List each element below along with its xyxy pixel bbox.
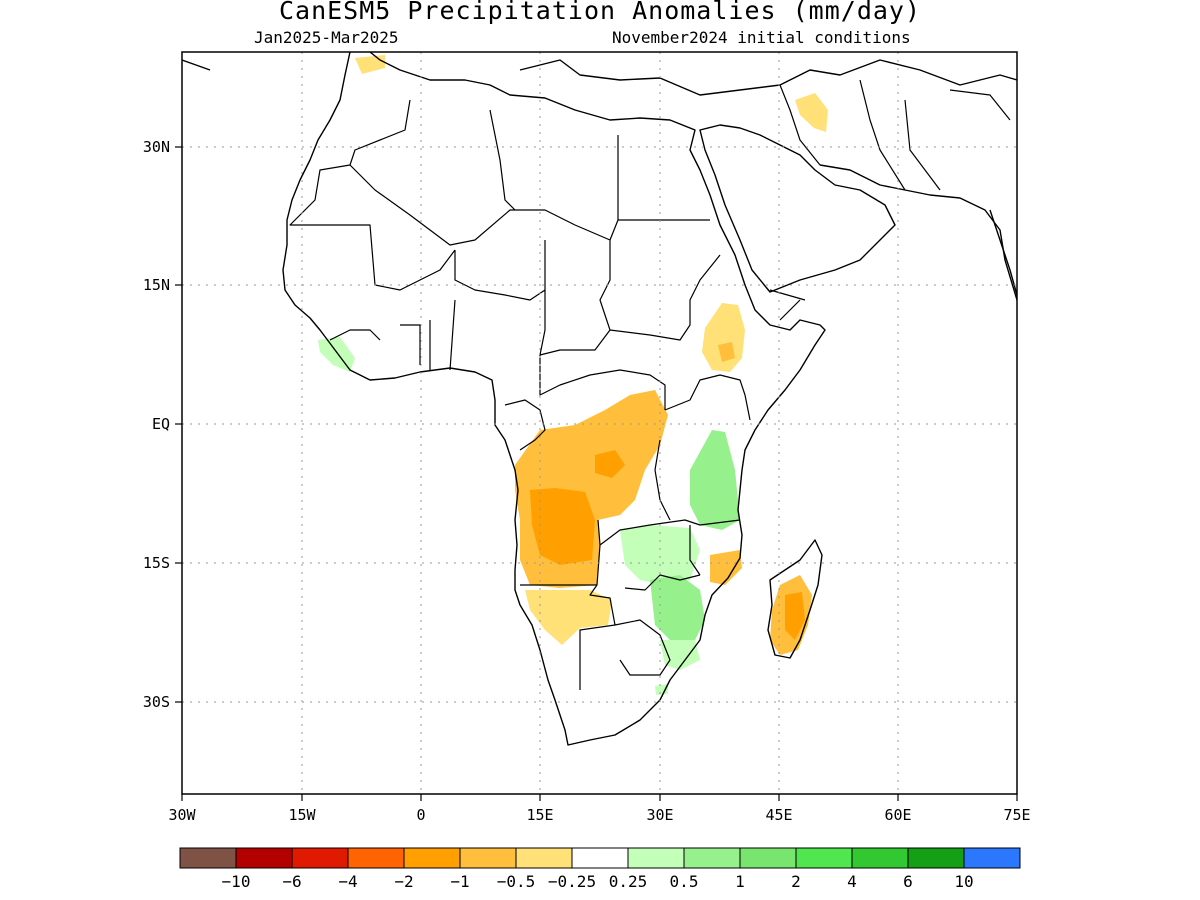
colorbar-swatch	[795, 847, 853, 869]
lon-label: 60E	[884, 806, 911, 824]
lat-label: 15N	[143, 276, 170, 294]
madagascar-coastline	[767, 539, 823, 659]
colorbar-swatch	[851, 847, 909, 869]
persia-coastline	[819, 164, 1017, 301]
colorbar-label: −2	[394, 872, 413, 891]
colorbar-swatch	[963, 847, 1021, 869]
coastlines-borders	[182, 52, 1017, 746]
colorbar-swatch	[515, 847, 573, 869]
initial-conditions-label: November2024 initial conditions	[612, 28, 911, 47]
colorbar-label: 4	[847, 872, 857, 891]
colorbar-swatch	[291, 847, 349, 869]
anomaly-zambia	[620, 525, 700, 585]
lon-label: 15E	[526, 806, 553, 824]
colorbar-swatch	[459, 847, 517, 869]
lat-label: 30S	[143, 693, 170, 711]
colorbar-swatch	[179, 847, 237, 869]
anomaly-west-africa	[318, 337, 355, 372]
anomaly-morocco	[355, 55, 385, 74]
anomaly-drc-core	[595, 450, 625, 478]
colorbar-label: −4	[338, 872, 357, 891]
anomaly-madagascar-core	[785, 592, 805, 640]
lat-label: 15S	[143, 554, 170, 572]
colorbar-swatch	[571, 847, 629, 869]
anomaly-namibia-botswana	[525, 590, 612, 645]
colorbar-label: 1	[735, 872, 745, 891]
grid-lines	[182, 52, 1017, 794]
lat-label: 30N	[143, 138, 170, 156]
colorbar-label: −0.25	[548, 872, 596, 891]
anomaly-zimbabwe	[650, 575, 705, 640]
colorbar-swatch	[627, 847, 685, 869]
asia-borders	[779, 79, 1011, 191]
europe-coastline	[182, 59, 1017, 96]
period-label: Jan2025-Mar2025	[254, 28, 399, 47]
country-borders	[289, 99, 806, 690]
lon-label: 45E	[765, 806, 792, 824]
colorbar-swatch	[683, 847, 741, 869]
colorbar-label: 6	[903, 872, 913, 891]
colorbar-label: 2	[791, 872, 801, 891]
lat-labels: 30N 15N EQ 15S 30S	[143, 138, 170, 711]
map-title: CanESM5 Precipitation Anomalies (mm/day)	[278, 0, 922, 25]
colorbar-swatch	[739, 847, 797, 869]
colorbar-label: −1	[450, 872, 469, 891]
colorbar-label: −10	[222, 872, 251, 891]
lon-label: 0	[416, 806, 425, 824]
colorbar-label: −0.5	[497, 872, 536, 891]
lon-label: 15W	[288, 806, 316, 824]
lon-labels: 30W 15W 0 15E 30E 45E 60E 75E	[168, 806, 1030, 824]
anomaly-zimbabwe-light	[660, 640, 700, 670]
lat-label: EQ	[152, 415, 170, 433]
anomaly-ethiopia-core	[718, 342, 735, 362]
colorbar: −10 −6 −4 −2 −1 −0.5 −0.25 0.25 0.5 1 2 4 6 10	[179, 847, 1021, 891]
lon-label: 30E	[646, 806, 673, 824]
map-frame	[181, 51, 1018, 795]
anomaly-angola-core	[530, 488, 595, 565]
anomaly-iraq	[795, 93, 828, 132]
colorbar-swatch	[347, 847, 405, 869]
colorbar-label: 0.5	[670, 872, 699, 891]
colorbar-swatch	[403, 847, 461, 869]
anomaly-fields	[318, 55, 828, 695]
colorbar-label: −6	[282, 872, 301, 891]
anomaly-ethiopia	[702, 303, 745, 372]
india-coastline	[989, 209, 1017, 296]
colorbar-swatch	[907, 847, 965, 869]
colorbar-label: 10	[954, 872, 973, 891]
anomaly-lesotho	[655, 684, 668, 695]
africa-coastline	[282, 52, 826, 746]
lon-label: 75E	[1003, 806, 1030, 824]
colorbar-swatch	[235, 847, 293, 869]
axis-ticks	[175, 146, 1018, 801]
arabia-coastline	[699, 124, 896, 293]
anomaly-tanzania	[690, 430, 740, 530]
lon-label: 30W	[168, 806, 196, 824]
anomaly-mozambique-coast	[710, 550, 742, 585]
colorbar-label: 0.25	[609, 872, 648, 891]
